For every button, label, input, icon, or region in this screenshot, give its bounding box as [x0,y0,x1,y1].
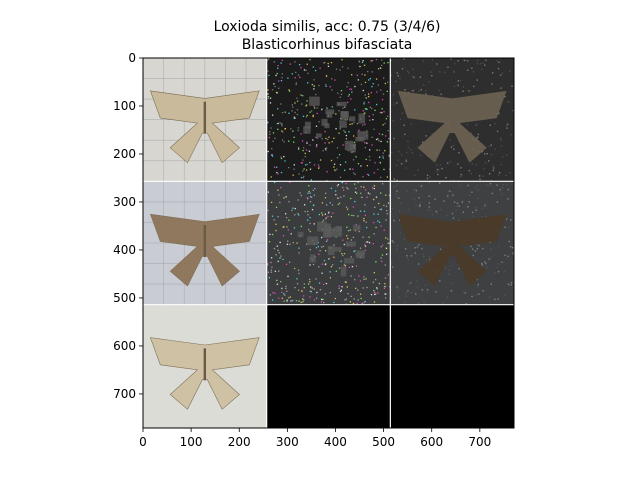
x-tick-label: 100 [180,435,203,449]
grid-cell-r0-c1 [266,58,392,183]
y-tick-label: 600 [113,339,136,353]
x-tick-label: 400 [324,435,347,449]
axes-frame [142,57,515,429]
y-tick-label: 300 [113,195,136,209]
grid-cell-r1-c0 [143,181,267,305]
moth-icon [397,90,507,163]
grid-cell-r1-c2 [390,181,514,306]
y-tick-label: 200 [113,147,136,161]
x-axis: 0 100 200 300 400 500 600 700 [139,428,491,449]
y-tick-label: 700 [113,387,136,401]
chart-title-line-1: Loxioda similis, acc: 0.75 (3/4/6) [214,19,441,35]
x-tick-label: 700 [468,435,491,449]
grid-cell-r2-c1 [266,304,391,428]
x-tick-label: 200 [228,435,251,449]
y-tick-label: 0 [128,51,136,65]
y-tick-label: 400 [113,243,136,257]
moth-icon [397,214,507,286]
y-tick-label: 500 [113,291,136,305]
grid-cell-r0-c0 [143,58,267,182]
x-tick-label: 500 [372,435,395,449]
image-grid [143,58,514,428]
chart-title-line-2: Blasticorhinus bifasciata [242,37,413,53]
grid-cell-r2-c0 [143,304,267,428]
y-axis: 0 100 200 300 400 500 600 700 [113,51,143,401]
x-tick-label: 600 [420,435,443,449]
x-tick-label: 0 [139,435,147,449]
grid-cell-r1-c1 [266,181,392,306]
grid-separators [143,58,514,428]
grid-cell-r0-c2 [390,58,514,182]
y-tick-label: 100 [113,99,136,113]
grid-cell-r2-c2 [390,304,514,428]
x-tick-label: 300 [276,435,299,449]
